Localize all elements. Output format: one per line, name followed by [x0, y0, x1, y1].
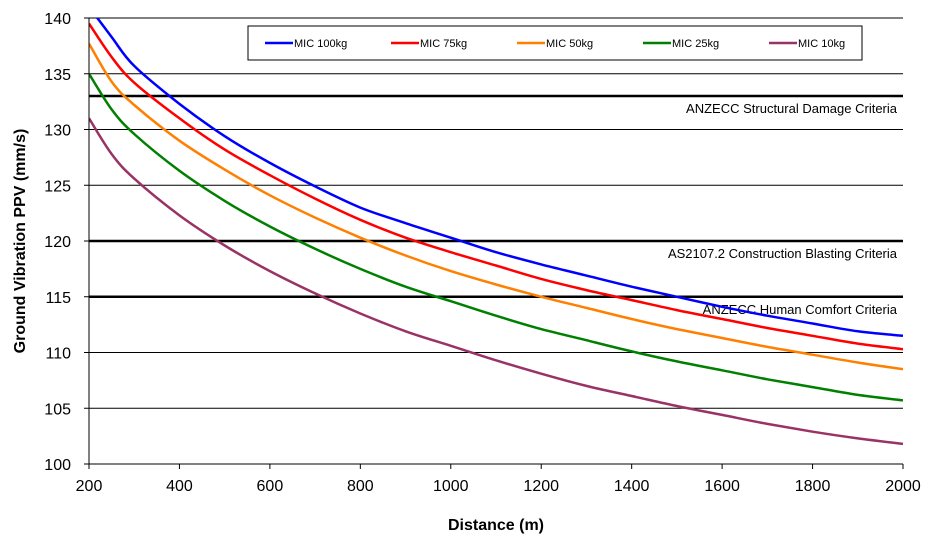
y-tick-label: 130	[44, 123, 71, 140]
x-tick-label: 800	[347, 478, 374, 495]
y-tick-label: 120	[44, 234, 71, 251]
series-line-mic-75kg	[89, 22, 903, 351]
x-tick-label: 1000	[433, 478, 469, 495]
legend-label: MIC 10kg	[798, 38, 845, 50]
y-tick-label: 115	[45, 290, 71, 307]
y-tick-label: 125	[44, 178, 71, 195]
x-tick-label: 200	[76, 478, 103, 495]
x-tick-label: 1200	[523, 478, 559, 495]
tick-labels: 200 400 600 800 1000 1200 1400 1600 1800 2000 100 1…	[44, 11, 921, 495]
y-tick-label: 105	[44, 401, 71, 418]
series-line-mic-10kg	[89, 117, 903, 446]
x-tick-label: 400	[166, 478, 193, 495]
x-tick-label: 1400	[614, 478, 650, 495]
y-axis-title: Ground Vibration PPV (mm/s)	[12, 129, 29, 354]
reference-lines: ANZECC Structural Damage Criteria AS2107.…	[89, 94, 903, 317]
x-axis-title: Distance (m)	[448, 517, 544, 534]
legend-label: MIC 25kg	[672, 38, 719, 50]
x-tick-label: 1600	[704, 478, 740, 495]
x-tick-label: 2000	[885, 478, 921, 495]
x-tick-label: 1800	[795, 478, 831, 495]
legend-label: MIC 75kg	[420, 38, 467, 50]
series-lines	[89, 18, 903, 446]
legend-label: MIC 100kg	[294, 38, 347, 50]
y-tick-label: 100	[44, 457, 71, 474]
legend-box	[247, 25, 863, 61]
y-tick-label: 140	[44, 11, 71, 28]
y-tick-label: 110	[45, 346, 71, 363]
legend: MIC 100kg MIC 75kg MIC 50kg MIC 25kg MIC 10k…	[247, 25, 863, 61]
legend-label: MIC 50kg	[546, 38, 593, 50]
y-tick-label: 135	[44, 67, 71, 84]
reference-line-label: AS2107.2 Construction Blasting Criteria	[668, 246, 898, 261]
x-tick-label: 600	[257, 478, 284, 495]
series-line-mic-50kg	[89, 42, 903, 371]
series-line-mic-25kg	[89, 73, 903, 402]
axes	[84, 17, 904, 469]
series-line-mic-100kg	[95, 18, 903, 338]
reference-line-label: ANZECC Structural Damage Criteria	[686, 101, 898, 116]
